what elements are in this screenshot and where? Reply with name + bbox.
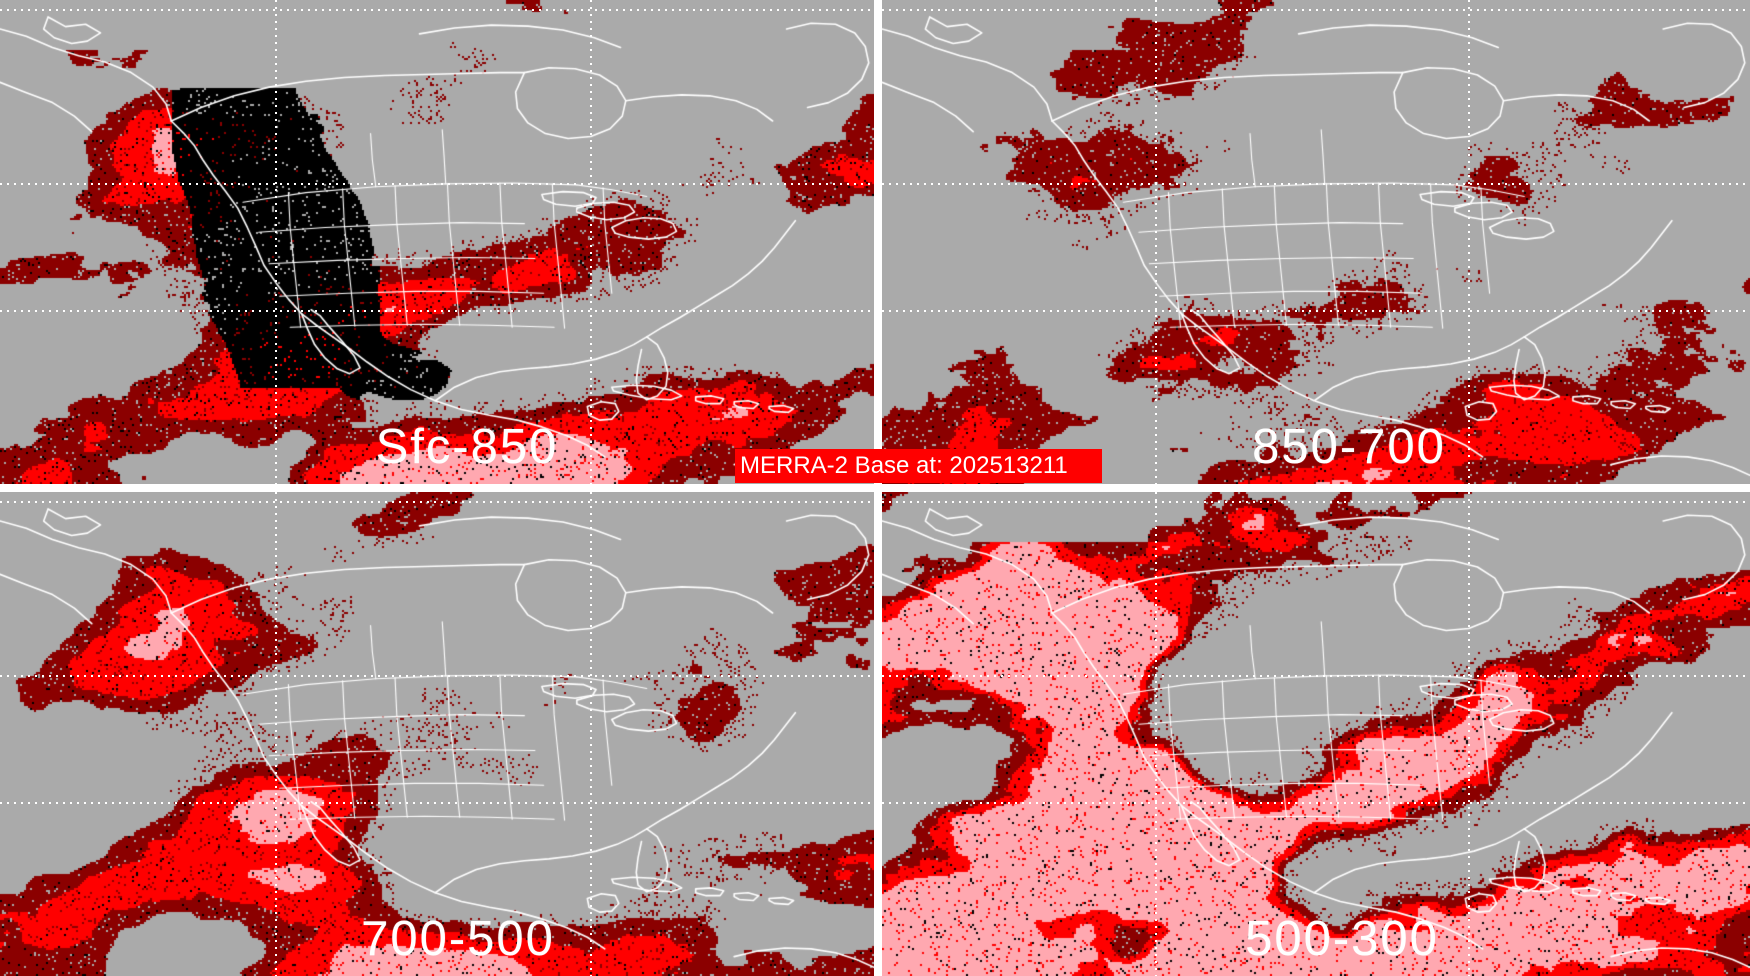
- panel-500-300[interactable]: 500-300: [882, 492, 1750, 976]
- panel-850-700[interactable]: 850-700: [882, 0, 1750, 484]
- map-canvas-500-300: [882, 492, 1750, 976]
- panel-700-500[interactable]: 700-500: [0, 492, 874, 976]
- title-banner: MERRA-2 Base at: 202513211: [735, 449, 1102, 483]
- map-canvas-sfc-850: [0, 0, 874, 484]
- panel-sfc-850[interactable]: Sfc-850: [0, 0, 874, 484]
- map-canvas-700-500: [0, 492, 874, 976]
- map-canvas-850-700: [882, 0, 1750, 484]
- horizontal-divider: [0, 484, 1750, 492]
